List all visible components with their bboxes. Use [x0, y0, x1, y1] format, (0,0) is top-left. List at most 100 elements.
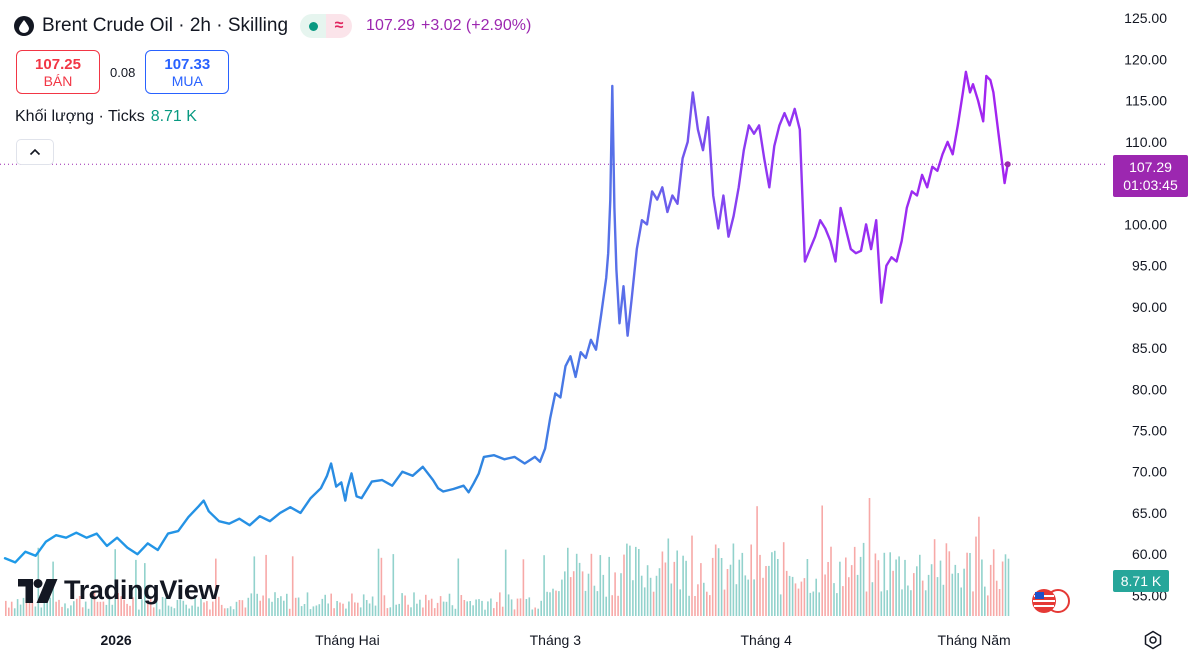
- price-series-line: [3, 70, 1009, 564]
- volume-bar: [987, 595, 989, 616]
- volume-bar: [120, 596, 122, 616]
- volume-bar: [966, 552, 968, 616]
- y-tick-label: 80.00: [1132, 381, 1167, 397]
- volume-bar: [995, 580, 998, 616]
- volume-bar: [771, 552, 773, 616]
- volume-bar: [321, 598, 324, 616]
- volume-bar: [58, 599, 60, 616]
- volume-bar: [791, 576, 794, 616]
- y-axis: 125.00120.00115.00110.00105.00100.0095.0…: [1124, 10, 1167, 603]
- volume-bar: [70, 605, 72, 616]
- market-status-pill[interactable]: ≈: [300, 14, 353, 38]
- volume-bar: [232, 609, 235, 616]
- volume-bar: [398, 603, 400, 616]
- volume-bar: [992, 549, 995, 616]
- volume-bar: [436, 602, 439, 616]
- volume-bar: [478, 599, 480, 616]
- volume-bar: [147, 601, 149, 616]
- volume-bar: [475, 599, 477, 616]
- volume-bar: [442, 601, 445, 616]
- settings-icon[interactable]: [1143, 630, 1163, 650]
- volume-bar: [197, 606, 199, 616]
- volume-bar: [578, 562, 581, 616]
- volume-bar: [921, 580, 924, 616]
- volume-bar: [374, 605, 377, 616]
- volume-bars: [5, 498, 1010, 616]
- volume-bar: [845, 557, 847, 616]
- x-tick-label: Tháng 3: [530, 632, 582, 648]
- volume-bar: [422, 607, 424, 616]
- volume-bar: [714, 544, 717, 616]
- volume-bar: [188, 608, 190, 616]
- volume-bar: [788, 575, 791, 616]
- y-tick-label: 100.00: [1124, 216, 1167, 232]
- volume-bar: [481, 600, 483, 616]
- volume-bar: [161, 597, 164, 616]
- volume-bar: [853, 546, 856, 616]
- volume-bar: [892, 570, 894, 616]
- volume-bar: [78, 596, 81, 616]
- volume-bar: [286, 593, 288, 616]
- volume-bar: [919, 554, 921, 616]
- volume-bar: [981, 559, 983, 616]
- volume-bar: [809, 592, 812, 616]
- volume-bar: [824, 574, 826, 616]
- volume-bar: [504, 549, 507, 616]
- volume-bar: [856, 574, 859, 616]
- y-tick-label: 65.00: [1132, 505, 1167, 521]
- volume-bar: [963, 568, 965, 616]
- y-tick-label: 110.00: [1125, 134, 1167, 150]
- volume-bar: [540, 600, 542, 616]
- volume-bar: [611, 595, 613, 616]
- volume-bar: [173, 608, 176, 616]
- volume-bar: [164, 597, 167, 616]
- volume-legend[interactable]: Khối lượng · Ticks 8.71 K: [15, 108, 197, 126]
- volume-bar: [839, 561, 841, 616]
- volume-bar: [76, 598, 78, 616]
- volume-title: Khối lượng · Ticks: [15, 108, 145, 125]
- volume-bar: [543, 555, 545, 616]
- volume-bar: [960, 587, 962, 616]
- volume-bar: [141, 599, 143, 616]
- y-tick-label: 75.00: [1132, 423, 1167, 439]
- volume-bar: [191, 605, 193, 616]
- volume-bar: [877, 560, 880, 616]
- volume-bar: [111, 604, 114, 616]
- volume-bar: [779, 594, 782, 616]
- symbol-title[interactable]: Brent Crude Oil · 2h · Skilling: [42, 15, 289, 36]
- volume-bar: [658, 568, 661, 616]
- volume-bar: [19, 604, 22, 616]
- volume-bar: [155, 593, 158, 616]
- volume-bar: [371, 596, 374, 616]
- volume-bar: [359, 607, 362, 616]
- tradingview-logo[interactable]: TradingView: [18, 575, 220, 606]
- volume-bar: [522, 559, 525, 616]
- volume-bar: [700, 563, 702, 616]
- volume-bar: [797, 588, 800, 616]
- volume-bar: [265, 554, 267, 616]
- us-flag-icon[interactable]: [1030, 588, 1072, 614]
- volume-bar: [709, 595, 711, 616]
- volume-bar: [519, 598, 522, 616]
- volume-bar: [605, 596, 607, 616]
- x-tick-label: Tháng Hai: [315, 632, 380, 648]
- volume-bar: [898, 556, 900, 616]
- sell-button[interactable]: 107.25 BÁN: [16, 50, 100, 94]
- volume-bar: [886, 590, 888, 616]
- volume-bar: [280, 596, 282, 616]
- volume-bar: [55, 601, 57, 616]
- volume-bar: [756, 506, 758, 616]
- volume-bar: [309, 609, 312, 616]
- volume-value: 8.71 K: [150, 108, 197, 125]
- volume-bar: [706, 591, 708, 616]
- volume-bar: [510, 599, 513, 616]
- buy-button[interactable]: 107.33 MUA: [145, 50, 230, 94]
- last-price-tag: 107.29 01:03:45: [1113, 155, 1188, 197]
- volume-bar: [874, 553, 877, 616]
- volume-bar: [907, 585, 909, 616]
- volume-bar: [546, 591, 548, 616]
- collapse-legend-button[interactable]: [16, 139, 54, 165]
- volume-bar: [765, 566, 767, 616]
- volume-bar: [73, 601, 75, 616]
